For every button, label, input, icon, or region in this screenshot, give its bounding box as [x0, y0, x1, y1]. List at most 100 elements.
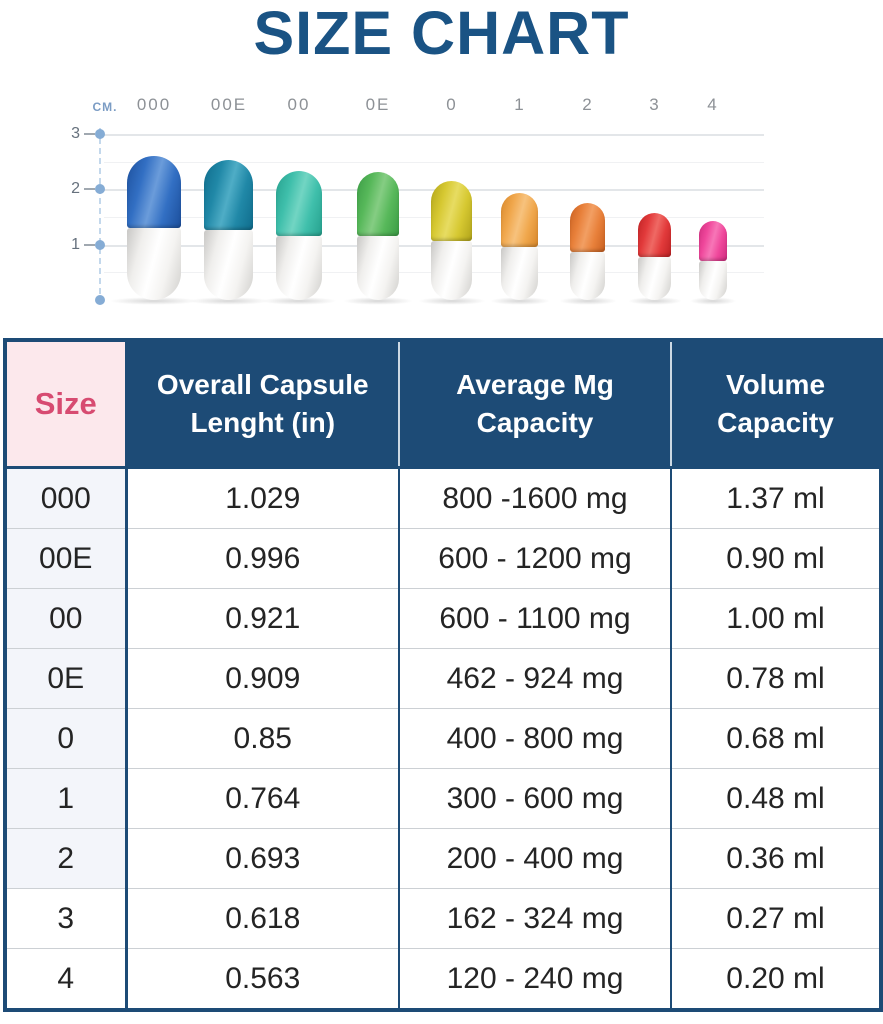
cell-mg-capacity: 120 - 240 mg — [398, 948, 671, 1010]
cell-size: 00 — [5, 588, 128, 649]
cell-volume: 0.68 ml — [670, 708, 881, 769]
table-row: 0E 0.909 462 - 924 mg 0.78 ml — [5, 648, 881, 709]
cell-size: 2 — [5, 828, 128, 889]
capsule-shadow — [342, 297, 414, 305]
capsule-cap — [204, 160, 253, 230]
cell-length: 0.563 — [126, 948, 399, 1010]
capsule-0E — [357, 172, 399, 300]
capsule-shadow — [187, 297, 271, 305]
cell-length: 0.921 — [126, 588, 399, 649]
tick-dash — [84, 188, 95, 190]
cell-volume: 0.78 ml — [670, 648, 881, 709]
page-title: SIZE CHART — [253, 0, 630, 67]
capsule-1 — [501, 193, 538, 300]
tick-label: 1 — [71, 236, 80, 253]
capsule-size-label: 2 — [582, 95, 594, 114]
tick-label: 3 — [71, 125, 80, 142]
capsule-cap — [276, 171, 322, 236]
capsule-shadow — [417, 297, 487, 305]
tick-label: 2 — [71, 180, 80, 197]
capsule-00E — [204, 160, 253, 300]
y-axis-line — [99, 128, 101, 304]
capsule-size-label: 1 — [514, 95, 526, 114]
header-mg-capacity: Average Mg Capacity — [398, 340, 671, 469]
cell-volume: 1.00 ml — [670, 588, 881, 649]
axis-dot — [95, 295, 105, 305]
cell-size: 3 — [5, 888, 128, 949]
capsule-body — [501, 246, 538, 300]
cell-size: 0E — [5, 648, 128, 709]
capsule-body — [357, 236, 399, 300]
capsule-size-label: 00E — [210, 95, 248, 114]
cell-length: 1.029 — [126, 467, 399, 529]
cell-size: 000 — [5, 467, 128, 529]
cell-size: 4 — [5, 948, 128, 1010]
header-length: Overall Capsule Lenght (in) — [126, 340, 399, 469]
capsule-00 — [276, 171, 322, 300]
capsule-shadow — [626, 297, 684, 305]
capsule-shadow — [558, 297, 618, 305]
table-row: 3 0.618 162 - 324 mg 0.27 ml — [5, 888, 881, 949]
capsule-body — [570, 251, 605, 300]
capsule-body — [276, 235, 322, 300]
capsule-000 — [127, 156, 181, 300]
capsule-size-label: 0 — [446, 95, 458, 114]
cell-mg-capacity: 600 - 1200 mg — [398, 528, 671, 589]
capsule-shadow — [259, 297, 339, 305]
table-row: 0 0.85 400 - 800 mg 0.68 ml — [5, 708, 881, 769]
cell-length: 0.764 — [126, 768, 399, 829]
capsule-shadow — [689, 297, 737, 305]
table-row: 1 0.764 300 - 600 mg 0.48 ml — [5, 768, 881, 829]
axis-dot — [95, 129, 105, 139]
axis-dot — [95, 184, 105, 194]
capsule-size-label: 000 — [136, 95, 172, 114]
table-row: 00E 0.996 600 - 1200 mg 0.90 ml — [5, 528, 881, 589]
capsule-cap — [357, 172, 399, 236]
cell-size: 1 — [5, 768, 128, 829]
capsule-cap — [699, 221, 727, 261]
cell-size: 0 — [5, 708, 128, 769]
capsule-body — [638, 256, 671, 300]
header-volume-capacity: Volume Capacity — [670, 340, 881, 469]
capsule-cap — [127, 156, 181, 228]
table-row: 000 1.029 800 -1600 mg 1.37 ml — [5, 467, 881, 529]
cell-mg-capacity: 600 - 1100 mg — [398, 588, 671, 649]
header-size: Size — [5, 340, 128, 469]
unit-label: CM. — [92, 100, 118, 114]
tick-dash — [84, 133, 95, 135]
cell-mg-capacity: 200 - 400 mg — [398, 828, 671, 889]
capsule-cap — [638, 213, 671, 257]
capsule-body — [699, 260, 727, 300]
capsule-shadow — [108, 297, 200, 305]
capsule-body — [204, 230, 253, 300]
cell-length: 0.996 — [126, 528, 399, 589]
cell-mg-capacity: 462 - 924 mg — [398, 648, 671, 709]
capsule-body — [127, 228, 181, 300]
cell-volume: 0.20 ml — [670, 948, 881, 1010]
cell-length: 0.693 — [126, 828, 399, 889]
capsule-0 — [431, 181, 472, 300]
table-row: 00 0.921 600 - 1100 mg 1.00 ml — [5, 588, 881, 649]
cell-length: 0.618 — [126, 888, 399, 949]
capsule-cap — [501, 193, 538, 247]
cell-volume: 0.36 ml — [670, 828, 881, 889]
tick-dash — [84, 244, 95, 246]
cell-volume: 1.37 ml — [670, 467, 881, 529]
capsule-size-label: 00 — [287, 95, 311, 114]
cell-length: 0.85 — [126, 708, 399, 769]
capsule-3 — [638, 213, 671, 300]
gridline — [104, 134, 764, 136]
cell-mg-capacity: 300 - 600 mg — [398, 768, 671, 829]
capsule-2 — [570, 203, 605, 300]
capsule-size-label: 3 — [649, 95, 661, 114]
capsule-cap — [431, 181, 472, 241]
cell-mg-capacity: 162 - 324 mg — [398, 888, 671, 949]
cell-mg-capacity: 400 - 800 mg — [398, 708, 671, 769]
axis-dot — [95, 240, 105, 250]
cell-volume: 0.90 ml — [670, 528, 881, 589]
cell-length: 0.909 — [126, 648, 399, 709]
cell-mg-capacity: 800 -1600 mg — [398, 467, 671, 529]
table-body: 000 1.029 800 -1600 mg 1.37 ml 00E 0.996 600 -… — [5, 467, 881, 1010]
gridline — [104, 162, 764, 163]
